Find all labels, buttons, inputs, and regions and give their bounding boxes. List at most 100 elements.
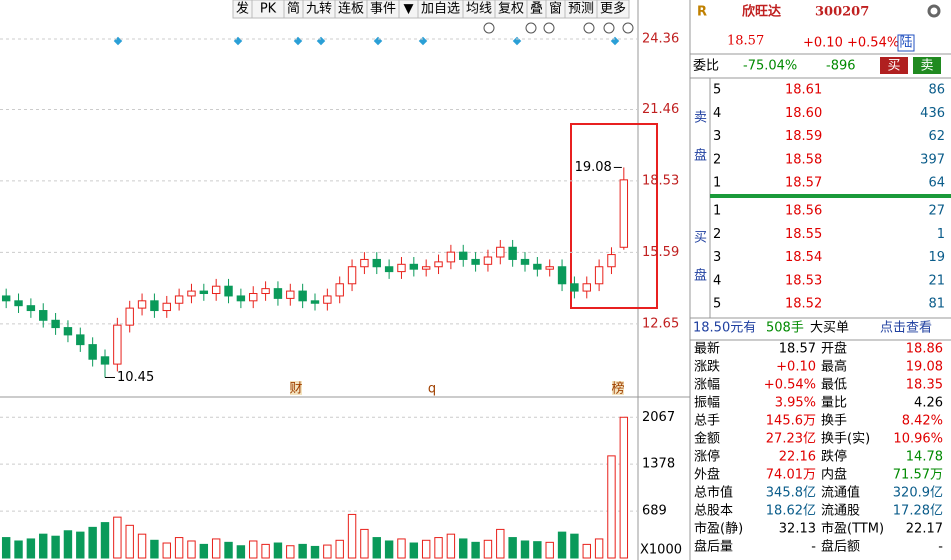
book-label: 卖 [694,111,707,126]
stat-value: - [938,540,943,555]
volume-bar [409,542,419,559]
trade-link[interactable]: 点击查看 [880,320,932,336]
volume-bar [162,542,171,559]
stat-label: 量比 [821,396,847,411]
tool-icon[interactable] [483,22,495,34]
book-level: 5 [713,83,721,98]
stat-label: 最新 [694,341,720,357]
toolbar-label: 窗 [549,1,562,17]
ratio: -75.04% [743,59,797,74]
y-tick-label: 18.53 [642,173,679,188]
book-volume: 86 [928,83,945,98]
book-level: 4 [713,106,721,121]
candle-body [619,179,629,248]
book-volume: 21 [928,273,945,288]
sell-label[interactable]: 卖 [920,59,933,74]
marker: 榜 [611,381,624,397]
book-level: 1 [713,204,721,219]
stat-value: 22.16 [779,450,816,465]
tool-icon[interactable] [525,22,537,34]
volume-bar [100,522,110,559]
book-price: 18.54 [785,250,822,265]
highlight-box [570,123,658,309]
candle-body [150,300,159,312]
book-level: 4 [713,273,721,288]
book-price: 18.58 [785,152,822,167]
toolbar-label: 更多 [600,1,626,17]
volume-bar [483,539,493,559]
volume-bar [76,531,85,559]
stat-label: 内盘 [821,467,847,483]
annotation: 19.08 [575,160,612,175]
y-tick-label: 12.65 [642,316,679,331]
volume-bar [286,545,295,559]
candle-body [459,251,468,260]
stat-value: 74.01万 [766,468,816,483]
candle-body [236,295,246,302]
badge: 陆 [899,35,912,51]
candle-body [557,266,567,285]
stat-value: 19.08 [906,360,943,375]
volume-bar [211,538,221,559]
candle-body [76,334,85,346]
sell-button[interactable] [913,57,941,74]
stat-label: 市盈(TTM) [821,521,884,537]
candle-body [26,305,36,312]
stat-value: 32.13 [779,522,816,537]
trade-info: 大买单 [810,321,849,336]
stat-value: 71.57万 [893,468,943,483]
book-divider [710,194,951,198]
tool-icon[interactable] [603,22,615,34]
trade-info: 18.50元有 [693,321,756,336]
volume-bar [582,543,591,559]
volume-tick-label: 2067 [642,410,675,425]
stat-value: 14.78 [906,450,943,465]
volume-bar [335,539,344,559]
diff: -896 [826,59,856,74]
book-price: 18.61 [785,83,822,98]
candle-body [162,302,171,312]
stat-value: 22.17 [906,522,943,537]
volume-bar [557,531,567,559]
candle-body [113,324,122,365]
buy-label[interactable]: 买 [887,59,900,74]
volume-bar [459,538,468,559]
book-label: 盘 [694,148,707,164]
stat-value: 18.35 [906,378,943,393]
tool-icon[interactable] [583,22,595,34]
volume-bar [199,543,209,559]
candle-body [137,300,147,309]
candle-body [496,246,505,258]
book-level: 1 [713,176,721,191]
volume-bar [174,537,184,559]
change-pct: +0.54% [847,36,899,51]
book-price: 18.59 [785,129,822,144]
volume-bar [533,541,542,559]
stat-label: 流通值 [821,485,860,501]
price: 18.57 [727,34,764,49]
stat-label: 振幅 [694,396,720,411]
volume-bar [570,533,579,559]
tool-icon[interactable] [622,22,634,34]
toolbar-label: 简 [287,1,300,17]
candle-body [224,285,233,297]
volume-bar [384,540,394,559]
candle-body [261,288,270,295]
tool-icon[interactable] [543,22,555,34]
book-level: 2 [713,227,721,242]
buy-button[interactable] [880,57,908,74]
settings-icon[interactable] [927,4,941,18]
stat-value: 320.9亿 [893,486,943,501]
stat-label: 开盘 [821,341,847,357]
candle-body [199,290,209,295]
toolbar-label: 事件 [370,2,396,17]
toolbar-button[interactable] [596,0,630,19]
stat-label: 最高 [821,359,847,375]
stat-value: +0.54% [764,378,816,393]
candle-body [249,293,258,302]
toolbar-label: 复权 [498,1,524,17]
candle-body [323,295,332,304]
stat-label: 换手(实) [821,432,870,447]
